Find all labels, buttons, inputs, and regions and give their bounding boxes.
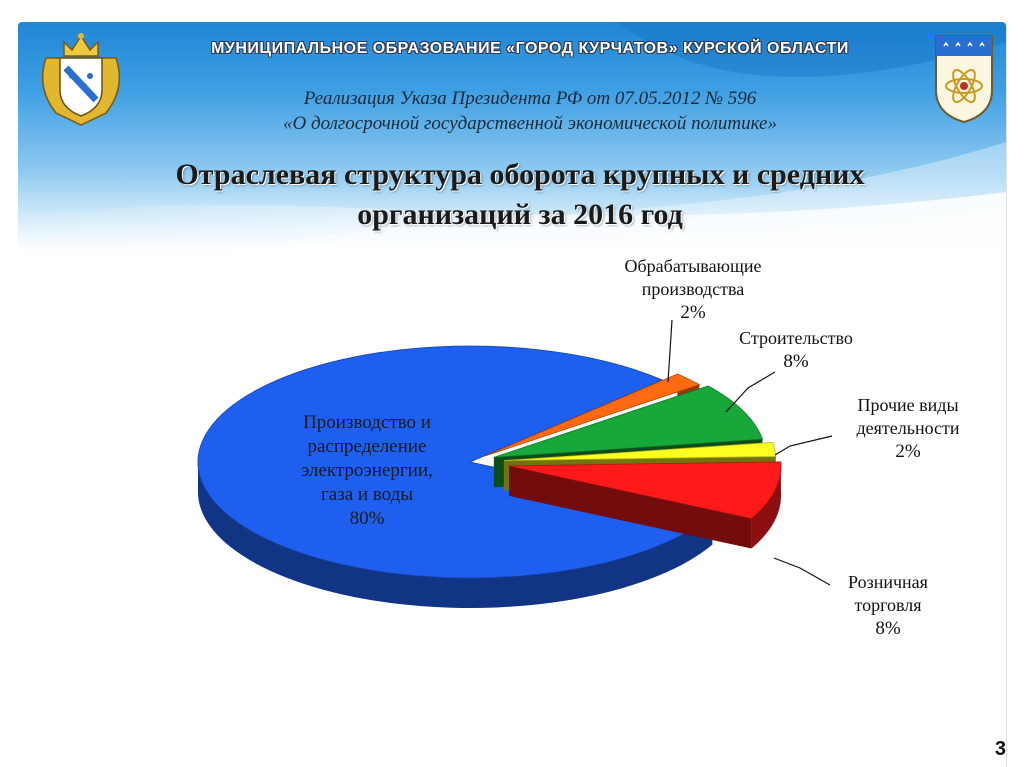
label-retail: Розничная торговля 8% [798, 571, 978, 640]
label-construction: Строительство 8% [706, 327, 886, 373]
label-energy-line4: газа и воды [320, 484, 414, 505]
pie-slice-construction-top [493, 385, 764, 458]
header-background [18, 22, 1006, 252]
label-energy-value: 80% [349, 508, 385, 529]
leader-construction [725, 371, 776, 413]
label-manufacturing-value: 2% [680, 302, 706, 323]
label-manufacturing-line2: производства [641, 279, 745, 299]
pie-slice-retail-top [508, 461, 782, 519]
leader-manufacturing [667, 319, 673, 383]
label-manufacturing-line1: Обрабатывающие [624, 256, 762, 276]
pie-slice-retail [508, 461, 782, 549]
pie-slice-retail-cut [509, 465, 752, 549]
pie-slice-retail-side [751, 461, 782, 549]
label-other-line1: Прочие виды [857, 395, 959, 415]
label-other: Прочие виды деятельности 2% [818, 394, 998, 463]
label-construction-value: 8% [783, 351, 809, 372]
pie-slice-energy-side [198, 462, 713, 608]
decree-name: «О долгосрочной государственной экономич… [283, 113, 777, 134]
page-number: 3 [994, 738, 1006, 760]
kurchatov-city-coat-of-arms [935, 35, 993, 124]
label-retail-line2: торговля [854, 595, 922, 615]
chart-title-line1: Отраслевая структура оборота крупных и с… [175, 158, 865, 191]
leader-retail [773, 557, 831, 586]
label-retail-line1: Розничная [848, 572, 928, 592]
label-energy-line2: распределение [307, 436, 427, 457]
kursk-region-coat-of-arms [41, 33, 121, 126]
leader-other [774, 435, 833, 456]
label-other-value: 2% [895, 441, 921, 462]
chart-title-line2: организаций за 2016 год [357, 198, 683, 231]
pie-slice-energy-top [197, 345, 714, 579]
slide-edge-line [1006, 20, 1007, 767]
organization-title: МУНИЦИПАЛЬНОЕ ОБРАЗОВАНИЕ «ГОРОД КУРЧАТО… [211, 40, 849, 57]
label-energy: Производство и распределение электроэнер… [262, 411, 472, 531]
label-manufacturing: Обрабатывающие производства 2% [588, 255, 798, 324]
label-retail-value: 8% [875, 618, 901, 639]
label-energy-line1: Производство и [303, 412, 431, 433]
pie-slice-other-top [503, 441, 777, 461]
label-other-line2: деятельности [856, 418, 960, 438]
pie-slice-energy [197, 345, 714, 608]
label-energy-line3: электроэнергии, [301, 460, 433, 481]
pie-slice-manufacturing-top [484, 373, 701, 457]
header-wave-decoration [18, 22, 1006, 252]
decree-reference: Реализация Указа Президента РФ от 07.05.… [303, 88, 757, 109]
label-construction-line1: Строительство [739, 328, 853, 348]
